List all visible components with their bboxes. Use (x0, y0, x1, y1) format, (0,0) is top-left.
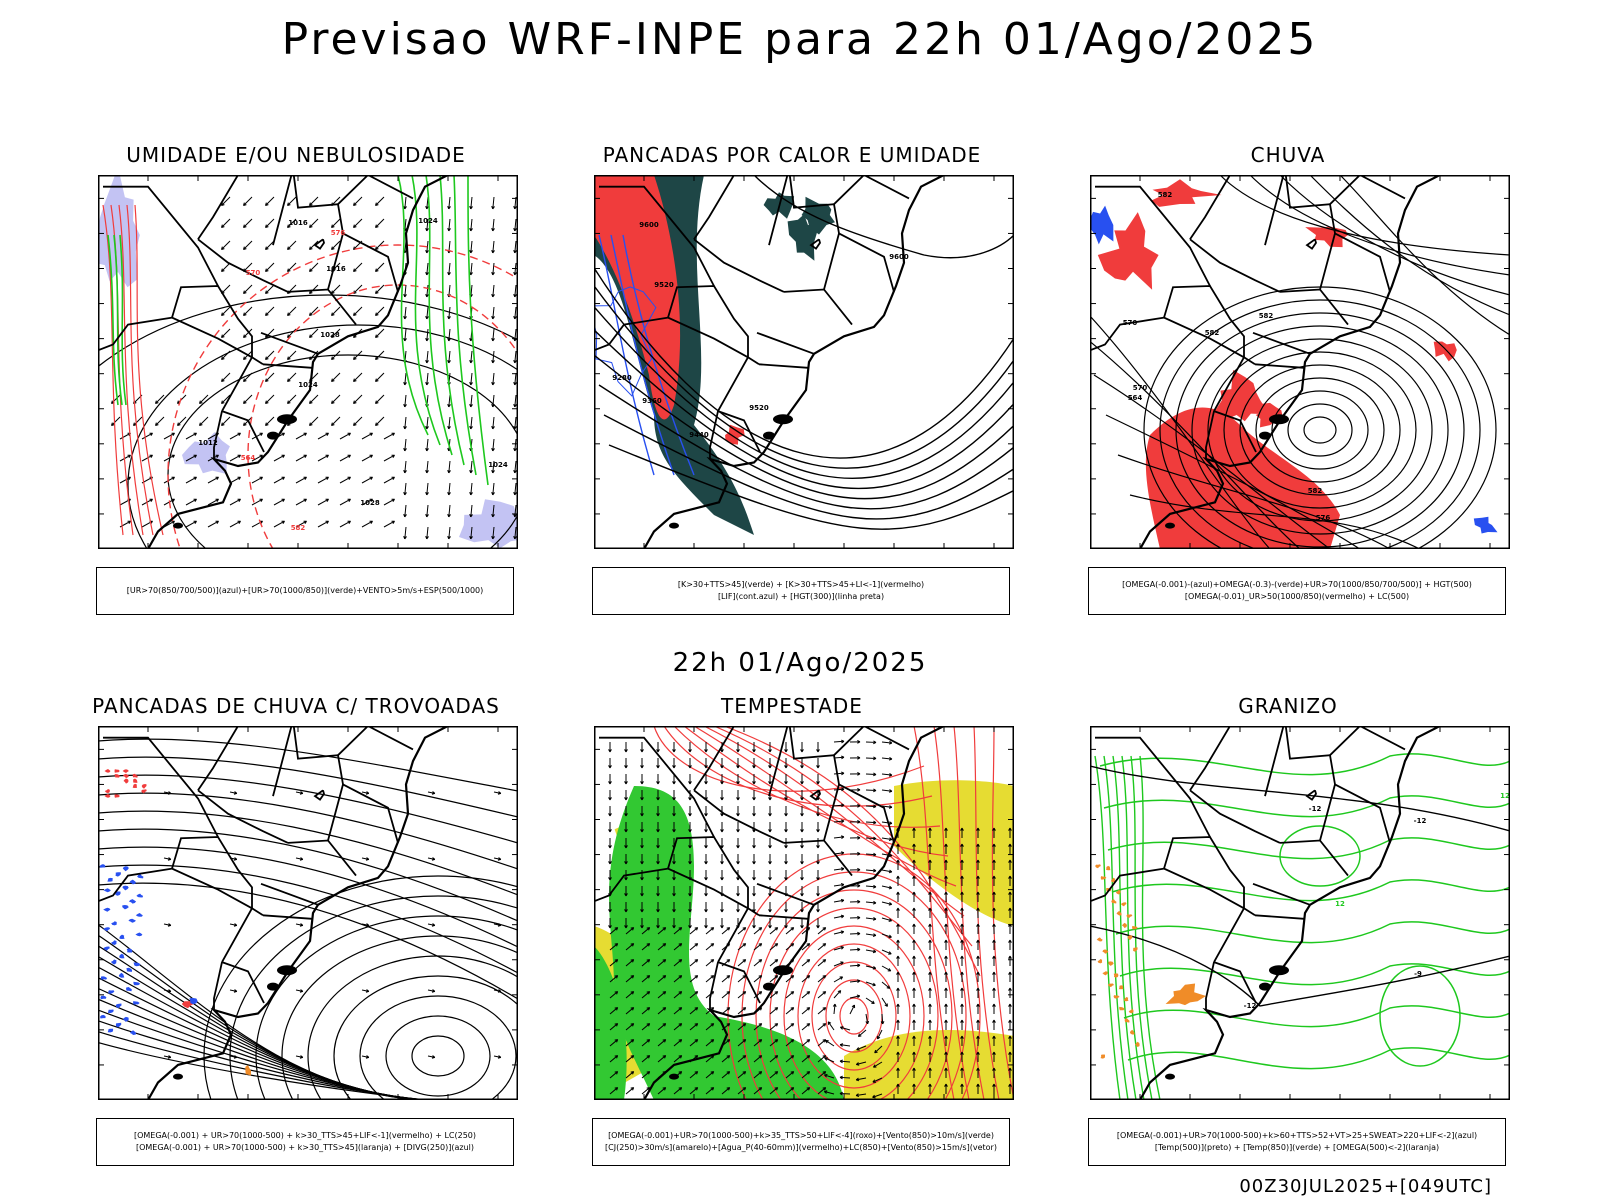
legend-line: [OMEGA(-0.001) + UR>70(1000-500) + k>30_… (133, 1131, 477, 1140)
contour-label: -12 (1414, 817, 1427, 825)
contour-label: 9280 (612, 374, 632, 382)
contour-label: 1028 (360, 499, 380, 507)
footer-run-time: 00Z30JUL2025+[049UTC] (1239, 1176, 1492, 1197)
legend-line: [OMEGA(-0.001)-(azul)+OMEGA(-0.3)-(verde… (1122, 580, 1472, 589)
contour-label: 570 (1133, 384, 1148, 392)
legend-line: [LIF](cont.azul) + [HGT(300)](linha pret… (717, 592, 885, 601)
contour-label: 1016 (288, 219, 308, 227)
contour-label: 12 (1335, 900, 1345, 908)
map-frame: 58258258258257656457057012S15S18S21S24S2… (1090, 175, 1510, 549)
legend-box: [K>30+TTS>45](verde) + [K>30+TTS>45+LI<-… (592, 567, 1010, 615)
contour-label: 1016 (326, 265, 346, 273)
legend-box: [UR>70(850/700/500)](azul)+[UR>70(1000/8… (96, 567, 514, 615)
legend-line: [CJ(250)>30m/s](amarelo)+[Agua_P(40-60mm… (605, 1143, 997, 1152)
map-chuva: 58258258258257656457057012S15S18S21S24S2… (1090, 175, 1510, 549)
contour-label: 9520 (654, 281, 674, 289)
contour-label: 9520 (749, 404, 769, 412)
map-tempestade: 12S15S18S21S24S27S30S33S36S39S42S70W65W6… (594, 726, 1014, 1100)
contour-label: 570 (1123, 319, 1138, 327)
map-pancadas-calor: 960096009520952094409360928012S15S18S21S… (594, 175, 1014, 549)
sub-title: 22h 01/Ago/2025 (672, 648, 928, 678)
main-title: Previsao WRF-INPE para 22h 01/Ago/2025 (281, 14, 1319, 65)
contour-label: 12 (1500, 792, 1510, 800)
contour-label: 582 (291, 524, 306, 532)
contour-label: 582 (1205, 329, 1220, 337)
map-frame: 960096009520952094409360928012S15S18S21S… (594, 175, 1014, 549)
contour-label: 564 (1128, 394, 1143, 402)
legend-box: [OMEGA(-0.001)-(azul)+OMEGA(-0.3)-(verde… (1088, 567, 1506, 615)
map-frame: -12-12-121212-912S15S18S21S24S27S30S33S3… (1090, 726, 1510, 1100)
contour-label: 576 (331, 229, 346, 237)
contour-label: 582 (1158, 191, 1173, 199)
contour-label: -9 (1414, 970, 1422, 978)
contour-label: 576 (1316, 514, 1331, 522)
legend-line: [OMEGA(-0.001)+UR>70(1000-500)+k>35_TTS>… (608, 1131, 994, 1140)
map-trovoadas: 12S15S18S21S24S27S30S33S36S39S42S70W65W6… (98, 726, 518, 1100)
map-granizo: -12-12-121212-912S15S18S21S24S27S30S33S3… (1090, 726, 1510, 1100)
legend-line: [Temp(500)](preto) + [Temp(850)](verde) … (1154, 1143, 1440, 1152)
legend-box: [OMEGA(-0.001)+UR>70(1000-500)+k>35_TTS>… (592, 1118, 1010, 1166)
map-frame: 1016 1016 1028 1024 1012 1028 1024 1024 570 576 56… (98, 175, 518, 549)
legend-line: [UR>70(850/700/500)](azul)+[UR>70(1000/8… (126, 586, 484, 595)
contour-label: 1024 (298, 381, 318, 389)
contour-label: 9360 (642, 397, 662, 405)
contour-label: 1028 (320, 331, 340, 339)
contour-label: -12 (1309, 805, 1322, 813)
map-umidade: 1016 1016 1028 1024 1012 1028 1024 1024 570 576 56… (98, 175, 518, 549)
panel-title: GRANIZO (1238, 694, 1338, 718)
legend-line: [OMEGA(-0.01)_UR>50(1000/850)(vermelho) … (1184, 592, 1410, 601)
contour-label: 582 (1308, 487, 1323, 495)
map-frame: 12S15S18S21S24S27S30S33S36S39S42S70W65W6… (98, 726, 518, 1100)
contour-label: 9600 (639, 221, 659, 229)
legend-line: [OMEGA(-0.001) + UR>70(1000-500) + k>30_… (135, 1143, 475, 1152)
contour-label: 564 (241, 454, 256, 462)
panel-title: PANCADAS POR CALOR E UMIDADE (602, 143, 982, 167)
contour-label: 570 (246, 269, 261, 277)
panel-title: TEMPESTADE (721, 694, 863, 718)
contour-label: 582 (1259, 312, 1274, 320)
panel-title: PANCADAS DE CHUVA C/ TROVOADAS (92, 694, 500, 718)
legend-line: [OMEGA(-0.001)+UR>70(1000-500)+k>60+TTS>… (1116, 1131, 1478, 1140)
contour-label: 1024 (488, 461, 508, 469)
map-frame: 12S15S18S21S24S27S30S33S36S39S42S70W65W6… (594, 726, 1014, 1100)
legend-box: [OMEGA(-0.001)+UR>70(1000-500)+k>60+TTS>… (1088, 1118, 1506, 1166)
legend-line: [K>30+TTS>45](verde) + [K>30+TTS>45+LI<-… (677, 580, 925, 589)
contour-label: -12 (1244, 1002, 1257, 1010)
panel-title: CHUVA (1250, 143, 1326, 167)
legend-box: [OMEGA(-0.001) + UR>70(1000-500) + k>30_… (96, 1118, 514, 1166)
panel-title: UMIDADE E/OU NEBULOSIDADE (126, 143, 466, 167)
contour-label: 1024 (418, 217, 438, 225)
contour-label: 9600 (889, 253, 909, 261)
contour-label: 9440 (689, 431, 709, 439)
contour-label: 1012 (198, 439, 218, 447)
